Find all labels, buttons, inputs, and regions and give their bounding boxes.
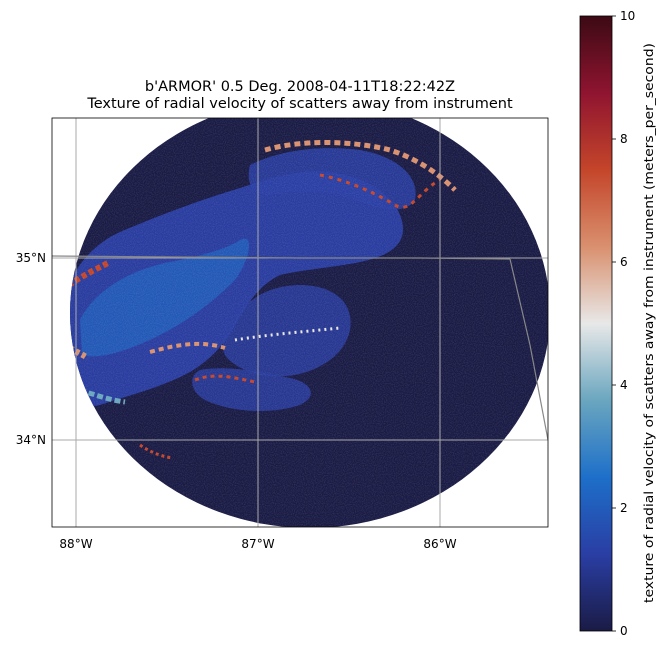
lon-label-86: 86°W xyxy=(423,537,456,551)
colorbar-label-0: 0 xyxy=(620,624,628,638)
lon-label-88: 88°W xyxy=(59,537,92,551)
state-borders xyxy=(52,255,548,441)
colorbar-gradient xyxy=(579,15,613,632)
map-title-line2: Texture of radial velocity of scatters a… xyxy=(87,96,513,112)
echo-field xyxy=(70,118,548,527)
map-frame xyxy=(51,117,549,528)
state-border-tn-al xyxy=(52,255,511,260)
colorbar-label-4: 4 xyxy=(620,378,628,392)
colorbar-ticks xyxy=(612,15,616,632)
colorbar-axis-label: texture of radial velocity of scatters a… xyxy=(642,43,656,603)
colorbar-label-2: 2 xyxy=(620,501,628,515)
speckle-texture xyxy=(70,118,548,527)
colorbar-label-8: 8 xyxy=(620,132,628,146)
colorbar-label-10: 10 xyxy=(620,9,635,23)
lat-label-35: 35°N xyxy=(16,251,46,265)
lon-label-87: 87°W xyxy=(241,537,274,551)
map-title-line1: b'ARMOR' 0.5 Deg. 2008-04-11T18:22:42Z xyxy=(144,79,456,95)
colorbar: 0 2 4 6 8 10 texture of radial velocity … xyxy=(579,9,656,638)
lat-label-34: 34°N xyxy=(16,433,46,447)
colorbar-label-6: 6 xyxy=(620,255,628,269)
map-area xyxy=(52,118,548,527)
state-border-al-ga xyxy=(509,258,548,441)
